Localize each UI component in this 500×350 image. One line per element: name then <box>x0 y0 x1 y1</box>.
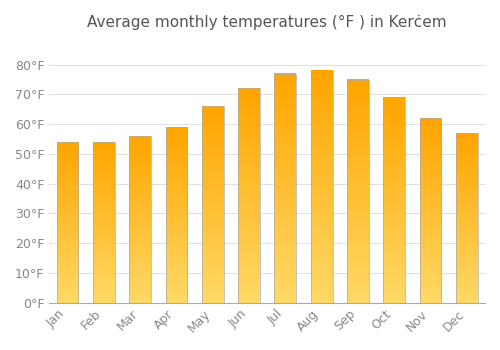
Bar <box>274 74 296 303</box>
Bar <box>384 97 405 303</box>
Bar <box>93 142 114 303</box>
Bar <box>456 133 477 303</box>
Title: Average monthly temperatures (°F ) in Kerċem: Average monthly temperatures (°F ) in Ke… <box>88 15 447 30</box>
Bar <box>310 71 332 303</box>
Bar <box>202 106 224 303</box>
Bar <box>129 136 151 303</box>
Bar <box>166 127 188 303</box>
Bar <box>238 89 260 303</box>
Bar <box>56 142 78 303</box>
Bar <box>420 118 442 303</box>
Bar <box>347 79 369 303</box>
